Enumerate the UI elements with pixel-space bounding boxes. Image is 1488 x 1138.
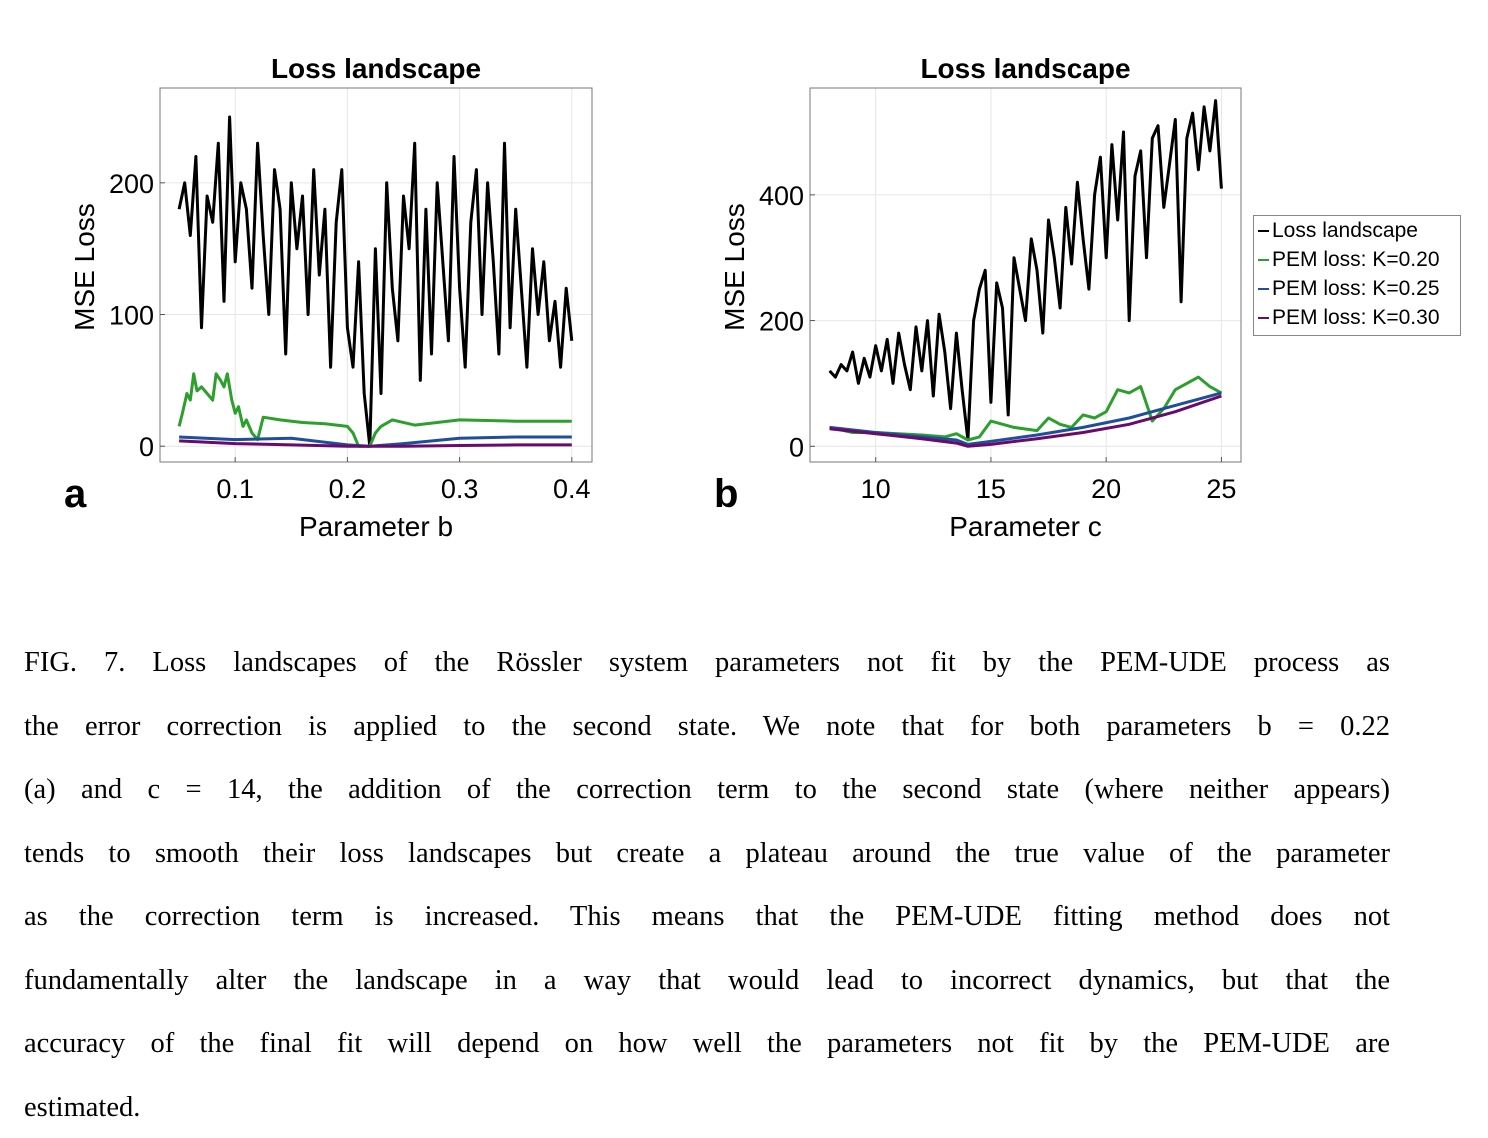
legend-label: PEM loss: K=0.30 xyxy=(1272,306,1440,329)
caption-line: accuracy of the final fit will depend on… xyxy=(24,1028,1390,1059)
caption-line: as the correction term is increased. Thi… xyxy=(24,901,1390,932)
legend-swatch xyxy=(1258,259,1269,261)
legend-label: PEM loss: K=0.20 xyxy=(1272,248,1440,271)
caption-line: FIG. 7. Loss landscapes of the Rössler s… xyxy=(24,647,1390,678)
legend-item-k025: PEM loss: K=0.25 xyxy=(1254,274,1460,303)
x-axis-label: Parameter c xyxy=(949,511,1102,542)
caption-line: the error correction is applied to the s… xyxy=(24,710,1390,742)
legend-item-k030: PEM loss: K=0.30 xyxy=(1254,303,1460,332)
plot-frame xyxy=(809,87,1242,463)
y-tick-label: 0 xyxy=(789,432,804,462)
x-axis-label: Parameter b xyxy=(299,511,453,542)
caption-line: fundamentally alter the landscape in a w… xyxy=(24,964,1390,996)
x-tick-label: 0.4 xyxy=(553,474,591,504)
series-line-pem-loss-k-0-20 xyxy=(829,375,1223,442)
series-line-loss-landscape xyxy=(828,99,1223,442)
series-line-loss-landscape xyxy=(177,115,574,448)
y-tick-label: 400 xyxy=(759,181,804,211)
series-line-pem-loss-k-0-25 xyxy=(829,391,1222,446)
caption-line: tends to smooth their loss landscapes bu… xyxy=(24,837,1390,869)
chart-title: Loss landscape xyxy=(920,53,1130,84)
chart-b: 10 15 20 25 0 200 400 Loss landscape Parameter c… xyxy=(719,53,1242,542)
series-line-pem-loss-k-0-30 xyxy=(179,439,572,448)
x-tick-label: 0.2 xyxy=(329,474,367,504)
x-tick-label: 0.1 xyxy=(216,474,254,504)
x-tick-label: 20 xyxy=(1091,474,1121,504)
legend-swatch xyxy=(1258,317,1269,319)
y-tick-label: 200 xyxy=(109,169,154,199)
x-tick-label: 25 xyxy=(1206,474,1236,504)
series-line-pem-loss-k-0-30 xyxy=(829,394,1222,448)
chart-a: 0.1 0.2 0.3 0.4 0 100 200 Loss landscape Paramet… xyxy=(69,53,593,542)
x-tick-label: 15 xyxy=(976,474,1006,504)
caption-line: (a) and c = 14, the addition of the corr… xyxy=(24,774,1390,805)
y-tick-label: 0 xyxy=(139,432,154,462)
caption-line: estimated. xyxy=(24,1091,141,1123)
x-tick-label: 10 xyxy=(861,474,891,504)
legend-label: Loss landscape xyxy=(1272,219,1418,242)
chart-title: Loss landscape xyxy=(271,53,481,84)
plot-frame xyxy=(159,87,593,463)
figure-caption: FIG. 7. Loss landscapes of the Rössler s… xyxy=(24,640,1390,1138)
y-tick-label: 200 xyxy=(759,307,804,337)
panel-label-a: a xyxy=(64,472,87,516)
y-axis-label: MSE Loss xyxy=(719,203,750,331)
legend-item-loss: Loss landscape xyxy=(1254,216,1460,245)
y-axis-label: MSE Loss xyxy=(69,203,100,331)
legend-item-k020: PEM loss: K=0.20 xyxy=(1254,245,1460,274)
series-line-pem-loss-k-0-20 xyxy=(177,372,572,448)
x-tick-label: 0.3 xyxy=(441,474,479,504)
chart-legend: Loss landscape PEM loss: K=0.20 PEM loss… xyxy=(1253,215,1461,336)
panel-label-b: b xyxy=(714,472,739,516)
legend-label: PEM loss: K=0.25 xyxy=(1272,277,1440,300)
legend-swatch xyxy=(1258,230,1269,232)
legend-swatch xyxy=(1258,288,1269,290)
y-tick-label: 100 xyxy=(109,301,154,331)
